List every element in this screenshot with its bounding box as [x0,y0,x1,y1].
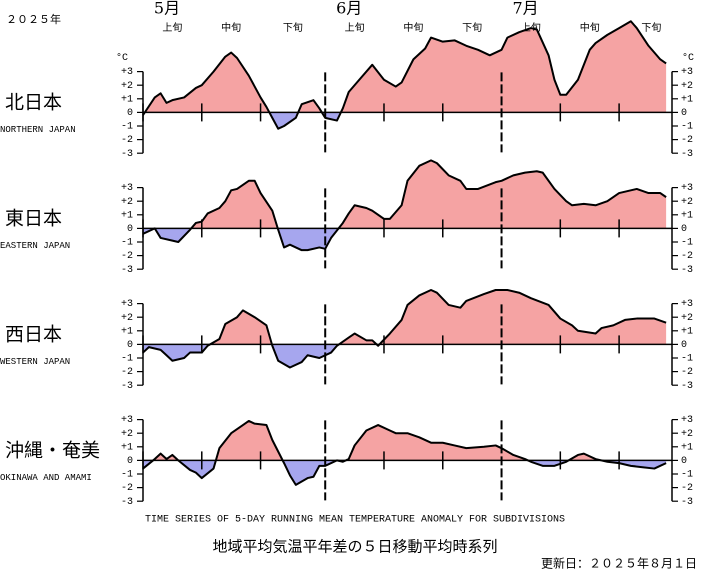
y-tick-label: +1 [121,210,133,221]
y-tick-label: +2 [681,81,693,92]
y-tick-label: -3 [121,149,133,160]
y-tick-label: +3 [681,415,693,426]
y-tick-label: -2 [681,367,693,378]
y-tick-label: 0 [127,456,133,467]
y-tick-label: -1 [121,354,133,365]
y-tick-label: +2 [121,313,133,324]
year-label: ２０２５年 [6,12,61,26]
y-tick-label: +3 [681,183,693,194]
update-date: 更新日：２０２５年８月１日 [541,556,697,570]
y-tick-label: +1 [681,94,693,105]
region-name-en: OKINAWA AND AMAMI [0,473,92,483]
region-name: 東日本 [5,207,62,229]
y-tick-label: -2 [681,251,693,262]
y-tick-label: +3 [121,415,133,426]
month-label: 6月 [336,0,362,18]
y-tick-label: +2 [681,429,693,440]
y-tick-label: +2 [121,197,133,208]
negative-area [143,112,341,129]
y-tick-label: 0 [127,108,133,119]
y-tick-label: -3 [681,381,693,392]
caption-ja: 地域平均気温平年差の５日移動平均時系列 [212,538,497,556]
y-tick-label: 0 [127,340,133,351]
y-tick-label: 0 [681,108,687,119]
y-tick-label: -2 [681,483,693,494]
region-name-en: NORTHERN JAPAN [0,125,76,135]
y-tick-label: -1 [681,354,693,365]
y-tick-label: +1 [681,210,693,221]
y-tick-label: -1 [121,238,133,249]
y-tick-label: -3 [121,497,133,508]
y-tick-label: -2 [121,483,133,494]
y-tick-label: +3 [121,299,133,310]
y-tick-label: +2 [121,429,133,440]
region-name-en: WESTERN JAPAN [0,357,70,367]
positive-area [210,290,667,345]
month-label: 7月 [512,0,538,18]
y-tick-label: -3 [681,497,693,508]
period-label: 中旬 [403,21,423,34]
y-tick-label: -1 [681,122,693,133]
y-tick-label: -2 [121,251,133,262]
y-tick-label: 0 [127,224,133,235]
y-tick-label: +1 [121,326,133,337]
y-tick-label: -2 [681,135,693,146]
positive-area [153,420,602,461]
negative-area [143,344,667,368]
anomaly-line [142,289,667,369]
y-tick-label: -3 [681,149,693,160]
y-tick-label: -1 [681,470,693,481]
y-tick-label: -1 [681,238,693,249]
y-tick-label: -3 [121,265,133,276]
y-tick-label: -2 [121,367,133,378]
y-tick-label: -1 [121,470,133,481]
y-tick-label: +1 [121,442,133,453]
month-label: 5月 [154,0,180,18]
positive-area [191,160,667,229]
y-tick-label: -1 [121,122,133,133]
region-name-en: EASTERN JAPAN [0,241,70,251]
region-name: 西日本 [5,323,62,345]
y-tick-label: 0 [681,224,687,235]
period-label: 中旬 [221,21,241,34]
unit-label: °C [682,52,694,64]
unit-label: °C [116,52,128,64]
y-tick-label: +3 [121,183,133,194]
period-label: 中旬 [580,21,600,34]
anomaly-line [142,159,667,252]
y-tick-label: +1 [681,442,693,453]
period-label: 上旬 [521,21,541,34]
period-label: 下旬 [462,21,482,34]
period-label: 上旬 [162,21,182,34]
y-tick-label: +3 [681,67,693,78]
anomaly-line [142,20,667,130]
period-label: 下旬 [283,21,303,34]
y-tick-label: 0 [681,340,687,351]
y-tick-label: +3 [681,299,693,310]
y-tick-label: +2 [681,197,693,208]
negative-area [143,460,667,485]
region-name: 沖縄・奄美 [5,439,100,461]
y-tick-label: -2 [121,135,133,146]
y-tick-label: 0 [681,456,687,467]
y-tick-label: -3 [681,265,693,276]
y-tick-label: +1 [121,94,133,105]
y-tick-label: -3 [121,381,133,392]
region-name: 北日本 [5,91,62,113]
y-tick-label: +2 [681,313,693,324]
y-tick-label: +3 [121,67,133,78]
period-label: 下旬 [641,21,661,34]
y-tick-label: +1 [681,326,693,337]
y-tick-label: +2 [121,81,133,92]
positive-area [143,21,667,113]
anomaly-line [142,419,667,486]
caption-en: TIME SERIES OF 5-DAY RUNNING MEAN TEMPER… [145,515,565,526]
period-label: 上旬 [345,21,365,34]
